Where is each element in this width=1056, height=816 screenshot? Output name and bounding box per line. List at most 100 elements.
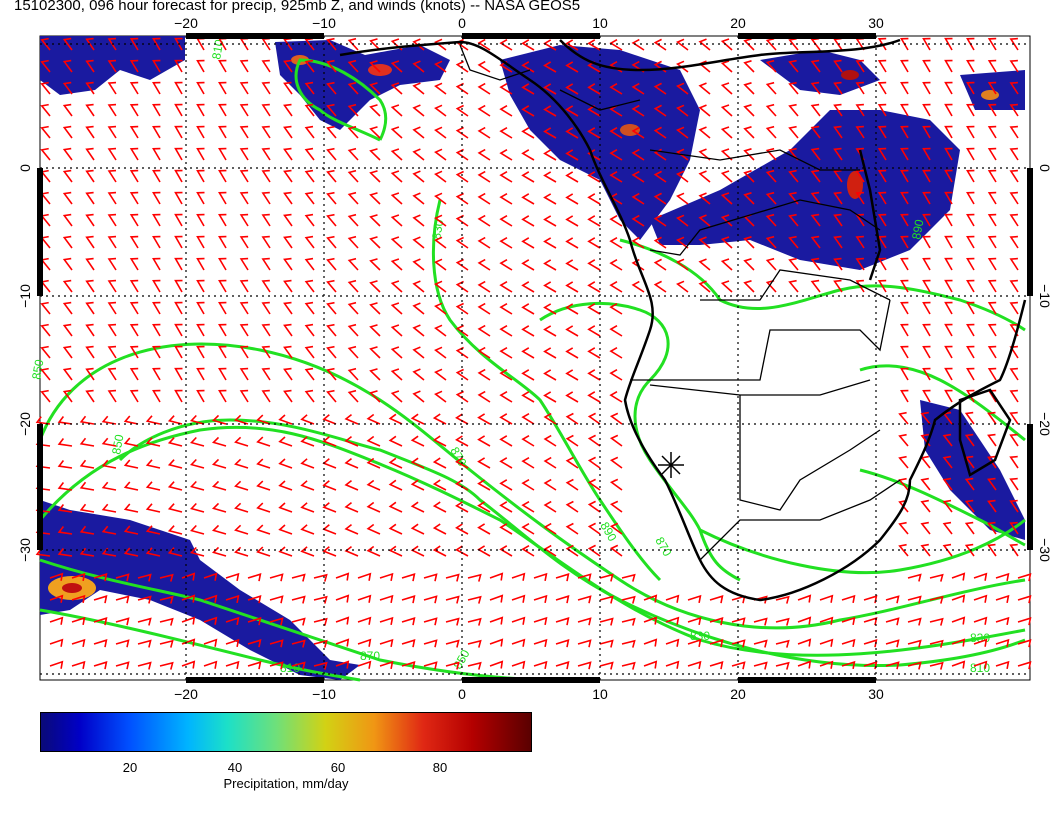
- wind-barb: [621, 639, 636, 648]
- wind-barb: [587, 171, 601, 183]
- wind-barb: [62, 323, 73, 337]
- lon-tick: 20: [730, 15, 746, 31]
- wind-barb: [123, 415, 139, 425]
- lon-tick: 30: [868, 15, 884, 31]
- wind-barb: [79, 437, 95, 447]
- wind-barb: [423, 573, 438, 582]
- wind-barb: [499, 215, 513, 227]
- wind-barb: [995, 616, 1010, 626]
- contour-line: [294, 58, 388, 142]
- wind-barb: [587, 434, 601, 447]
- wind-barb: [455, 457, 469, 469]
- wind-barb: [278, 546, 293, 557]
- wind-barb: [40, 389, 51, 403]
- wind-barb: [326, 59, 337, 73]
- wind-barb: [942, 455, 953, 469]
- wind-barb: [944, 367, 953, 381]
- wind-barb: [819, 660, 834, 669]
- wind-barb: [434, 60, 447, 73]
- wind-barb: [833, 213, 843, 227]
- wind-barb: [587, 259, 601, 271]
- wind-barb: [107, 367, 117, 381]
- wind-barb: [587, 391, 601, 403]
- wind-barb: [898, 499, 909, 513]
- wind-barb: [643, 660, 658, 669]
- wind-barb: [621, 573, 636, 582]
- lat-ticks-right: 0 −10 −20 −30: [1037, 164, 1053, 562]
- wind-barb: [855, 125, 865, 139]
- wind-barb: [922, 345, 931, 359]
- wind-barb: [369, 236, 381, 249]
- wind-barb: [499, 281, 513, 293]
- wind-barb: [304, 257, 315, 271]
- wind-barb: [833, 147, 843, 161]
- wind-barb: [565, 369, 579, 381]
- wind-barb: [521, 523, 535, 535]
- wind-barb: [929, 573, 944, 582]
- precip-core: [62, 583, 82, 593]
- wind-barb: [609, 325, 623, 337]
- wind-barb: [107, 235, 117, 249]
- wind-barb: [944, 213, 953, 227]
- wind-barb: [410, 435, 425, 447]
- wind-barb: [565, 347, 579, 359]
- wind-barb: [261, 147, 271, 161]
- wind-barb: [929, 661, 944, 670]
- wind-barb: [300, 414, 315, 425]
- wind-barb: [609, 83, 623, 95]
- wind-barb: [196, 257, 205, 271]
- wind-barb: [256, 502, 271, 513]
- wind-barb: [565, 391, 579, 403]
- wind-barb: [401, 639, 416, 648]
- wind-barb: [291, 661, 306, 670]
- wind-barb: [261, 257, 271, 271]
- wind-barb: [369, 368, 381, 381]
- wind-barb: [477, 501, 491, 513]
- wind-barb: [326, 345, 337, 359]
- wind-barb: [181, 594, 196, 603]
- wind-barb: [621, 661, 636, 670]
- wind-barb: [85, 59, 95, 73]
- wind-barb: [218, 301, 227, 315]
- wind-barb: [543, 237, 557, 249]
- wind-barb: [291, 617, 306, 626]
- wind-barb: [521, 171, 535, 183]
- wind-barb: [477, 82, 491, 95]
- wind-barb: [434, 38, 447, 51]
- wind-barb: [93, 639, 108, 648]
- station-marker: [658, 452, 684, 478]
- wind-barb: [973, 572, 988, 581]
- wind-barb: [499, 259, 513, 271]
- wind-barb: [477, 324, 491, 337]
- wind-barb: [966, 191, 975, 205]
- wind-barb: [357, 572, 372, 581]
- wind-barb: [152, 169, 161, 183]
- wind-barb: [261, 125, 271, 139]
- wind-barb: [609, 149, 623, 161]
- wind-barb: [1009, 477, 1019, 491]
- wind-barb: [765, 103, 777, 117]
- wind-barb: [687, 616, 702, 626]
- contour-label: 830: [970, 631, 990, 645]
- wind-barb: [521, 127, 535, 139]
- wind-barb: [898, 433, 909, 447]
- wind-barb: [841, 616, 856, 626]
- wind-barb: [366, 435, 381, 447]
- wind-barb: [344, 413, 359, 425]
- wind-barb: [698, 214, 711, 227]
- wind-barb: [313, 639, 328, 648]
- wind-barb: [283, 257, 293, 271]
- wind-barb: [631, 104, 645, 117]
- wind-barb: [101, 525, 117, 535]
- wind-barb: [85, 103, 95, 117]
- precip-patch: [500, 45, 700, 240]
- wind-barb: [609, 522, 623, 535]
- wind-barb: [587, 412, 601, 425]
- lat-tick: −10: [1037, 284, 1053, 308]
- wind-barb: [765, 147, 777, 161]
- wind-barb: [477, 523, 491, 535]
- wind-barb: [366, 413, 381, 425]
- wind-barb: [40, 345, 51, 359]
- wind-barb: [218, 279, 227, 293]
- wind-barb: [922, 213, 931, 227]
